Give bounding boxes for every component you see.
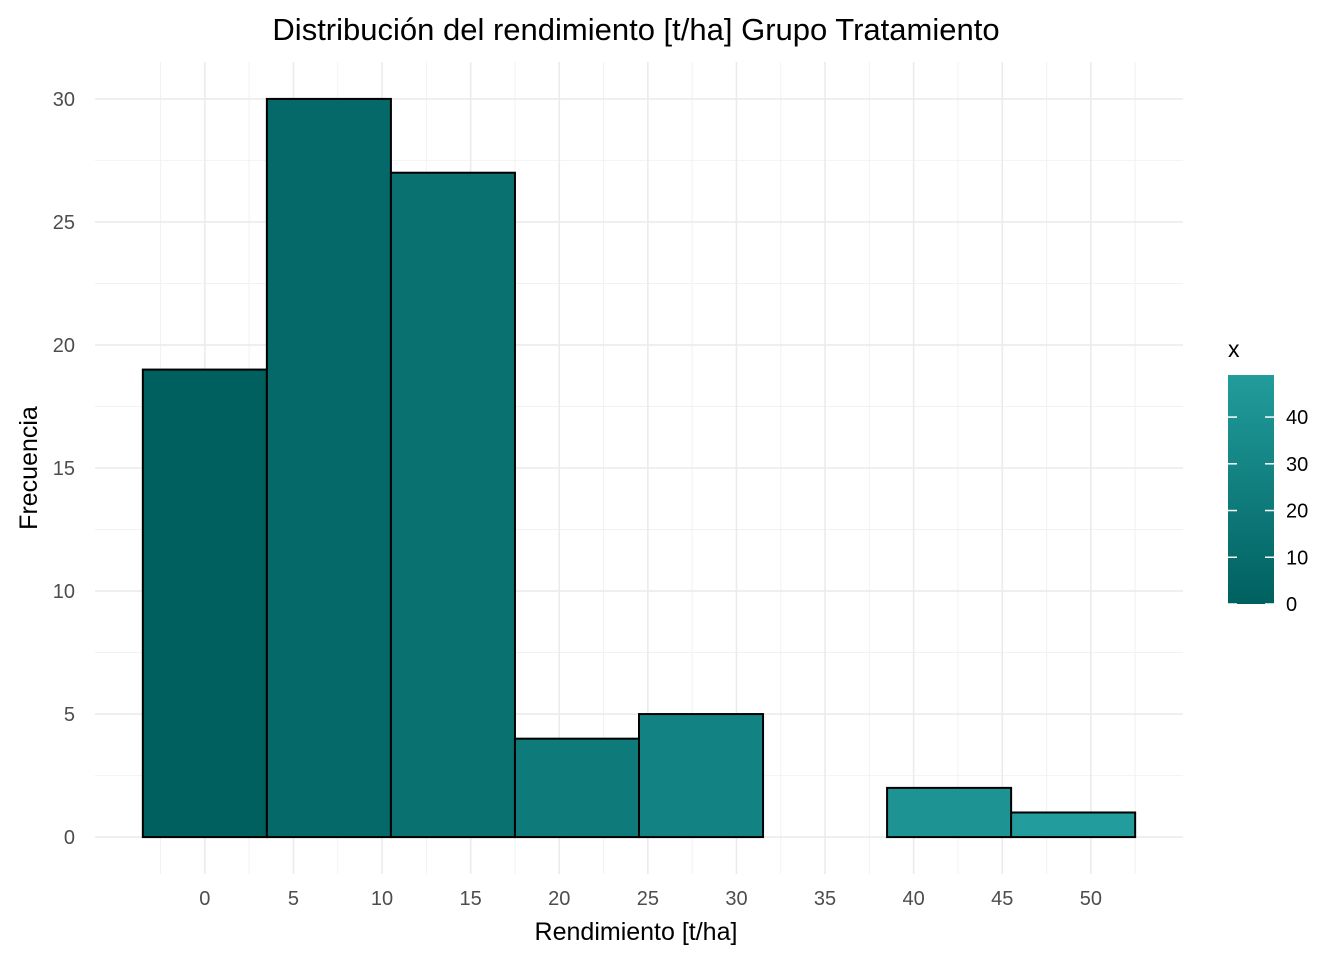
x-tick-label: 45 bbox=[991, 888, 1013, 910]
y-tick-label: 25 bbox=[53, 212, 75, 234]
y-axis-label: Frecuencia bbox=[15, 406, 43, 530]
y-tick-label: 30 bbox=[53, 89, 75, 111]
legend-tick-label: 20 bbox=[1286, 501, 1308, 523]
y-tick-label: 15 bbox=[53, 458, 75, 480]
legend-tick-label: 10 bbox=[1286, 547, 1308, 569]
x-tick-label: 15 bbox=[460, 888, 482, 910]
legend-tick-label: 40 bbox=[1286, 407, 1308, 429]
y-tick-label: 0 bbox=[64, 827, 75, 849]
histogram-bar bbox=[886, 786, 1013, 839]
histogram-bar bbox=[513, 737, 641, 839]
x-tick-label: 25 bbox=[637, 888, 659, 910]
legend-colorbar bbox=[1228, 375, 1274, 604]
x-axis-ticks: 0 5 10 15 20 25 30 35 40 45 50 bbox=[199, 888, 1102, 910]
x-tick-label: 5 bbox=[288, 888, 299, 910]
chart-title: Distribución del rendimiento [t/ha] Grup… bbox=[272, 12, 999, 47]
legend-title: x bbox=[1228, 336, 1240, 362]
x-tick-label: 10 bbox=[371, 888, 393, 910]
histogram-bar bbox=[265, 97, 392, 839]
histogram-bar bbox=[1010, 811, 1137, 839]
y-tick-label: 5 bbox=[64, 704, 75, 726]
histogram-bar bbox=[638, 713, 765, 839]
x-tick-label: 40 bbox=[903, 888, 925, 910]
x-tick-label: 20 bbox=[548, 888, 570, 910]
legend-tick-label: 0 bbox=[1286, 594, 1297, 616]
x-tick-label: 35 bbox=[814, 888, 836, 910]
legend-tick-label: 30 bbox=[1286, 454, 1308, 476]
x-tick-label: 50 bbox=[1080, 888, 1102, 910]
y-tick-label: 10 bbox=[53, 581, 75, 603]
x-tick-label: 30 bbox=[725, 888, 747, 910]
legend: x 0 10 20 30 40 bbox=[1228, 336, 1308, 616]
x-axis-label: Rendimiento [t/ha] bbox=[535, 918, 738, 946]
y-tick-label: 20 bbox=[53, 335, 75, 357]
x-tick-label: 0 bbox=[199, 888, 210, 910]
histogram-bar bbox=[141, 368, 268, 839]
legend-ticks: 0 10 20 30 40 bbox=[1228, 407, 1308, 616]
y-axis-ticks: 0 5 10 15 20 25 30 bbox=[53, 89, 75, 849]
histogram-bar bbox=[389, 171, 516, 839]
bars bbox=[141, 97, 1137, 839]
